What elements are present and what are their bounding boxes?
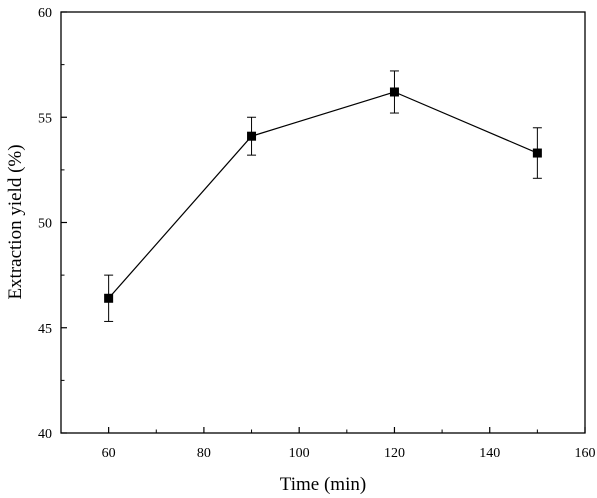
data-point-marker [247,131,257,141]
data-point-marker [104,293,114,303]
series-line [108,91,538,299]
y-tick-label: 40 [38,427,52,442]
x-tick-label: 140 [479,446,500,461]
x-tick-label: 60 [102,446,116,461]
y-tick-label: 45 [38,322,52,337]
x-tick-label: 80 [197,446,211,461]
y-tick-label: 50 [38,217,52,232]
x-axis-ticks: 60 80 100 120 140 160 [102,427,596,461]
x-tick-label: 120 [384,446,405,461]
y-tick-label: 55 [38,111,52,126]
y-axis-title: Extraction yield (%) [5,144,26,299]
data-point-marker [532,148,542,158]
plot-frame [60,11,586,434]
x-tick-label: 160 [575,446,596,461]
x-tick-label: 100 [289,446,310,461]
y-tick-label: 60 [38,6,52,21]
series-layer [104,70,542,322]
data-point-marker [389,87,399,97]
y-axis-ticks: 40 45 50 55 60 [38,6,67,442]
x-axis-title: Time (min) [280,474,366,495]
